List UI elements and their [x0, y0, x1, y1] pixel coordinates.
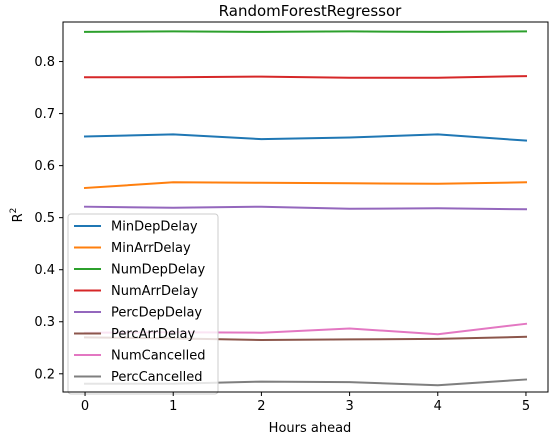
y-tick-label: 0.8 — [34, 55, 55, 70]
series-line-numarrdelay — [84, 75, 528, 79]
legend-entry-minarrdelay: MinArrDelay — [111, 241, 191, 256]
legend: MinDepDelay MinArrDelay NumDepDelay NumArrD… — [67, 213, 219, 395]
y-tick-label: 0.4 — [34, 263, 55, 278]
plot-frame — [62, 21, 549, 393]
x-tick-label: 1 — [169, 399, 177, 414]
x-tick-label: 3 — [345, 399, 353, 414]
axes: 0 1 2 3 4 5 0.2 0.3 0.4 0.5 0.6 0.7 0.8 — [34, 21, 549, 414]
series-line-minarrdelay — [83, 181, 528, 190]
legend-entry-numcancelled: NumCancelled — [111, 349, 206, 364]
x-tick-label: 5 — [522, 399, 530, 414]
legend-entry-numdepdelay: NumDepDelay — [111, 263, 205, 278]
chart-title: RandomForestRegressor — [219, 2, 403, 20]
y-axis-label-superscript: 2 — [9, 208, 19, 214]
x-axis-label: Hours ahead — [269, 421, 352, 436]
legend-entry-perccancelled: PercCancelled — [111, 370, 202, 385]
legend-entry-numarrdelay: NumArrDelay — [111, 284, 199, 299]
y-tick-label: 0.2 — [34, 367, 55, 382]
series-line-percdepdelay — [83, 205, 528, 211]
y-tick-label: 0.3 — [34, 315, 55, 330]
legend-entry-percdepdelay: PercDepDelay — [111, 306, 202, 321]
legend-box — [67, 213, 219, 395]
series-line-numdepdelay — [83, 30, 528, 33]
x-tick-label: 4 — [434, 399, 442, 414]
y-axis-label: R2 — [9, 208, 26, 223]
legend-entry-mindepdelay: MinDepDelay — [111, 220, 198, 235]
y-tick-label: 0.5 — [34, 211, 55, 226]
y-tick-label: 0.6 — [34, 159, 55, 174]
x-tick-label: 2 — [257, 399, 265, 414]
legend-entry-percarrdelay: PercArrDelay — [111, 327, 196, 342]
y-tick-label: 0.7 — [34, 107, 55, 122]
series-line-mindepdelay — [83, 133, 528, 142]
x-tick-label: 0 — [81, 399, 89, 414]
